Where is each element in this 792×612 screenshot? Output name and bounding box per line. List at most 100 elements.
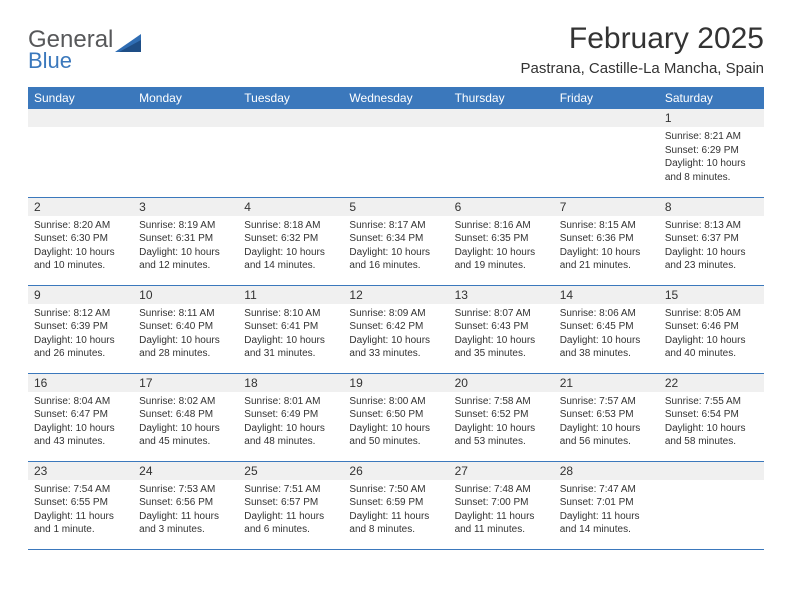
daylight-text: Daylight: 10 hours and 43 minutes. <box>34 422 127 449</box>
calendar-cell: 24Sunrise: 7:53 AMSunset: 6:56 PMDayligh… <box>133 461 238 549</box>
day-number <box>28 109 133 127</box>
day-number: 19 <box>343 374 448 392</box>
daylight-text: Daylight: 11 hours and 14 minutes. <box>560 510 653 537</box>
daylight-text: Daylight: 10 hours and 45 minutes. <box>139 422 232 449</box>
daylight-text: Daylight: 10 hours and 26 minutes. <box>34 334 127 361</box>
weekday-header: Monday <box>133 87 238 109</box>
weekday-header: Sunday <box>28 87 133 109</box>
sunset-text: Sunset: 6:49 PM <box>244 408 337 422</box>
calendar-cell: 1Sunrise: 8:21 AMSunset: 6:29 PMDaylight… <box>659 109 764 197</box>
cell-details: Sunrise: 7:51 AMSunset: 6:57 PMDaylight:… <box>238 480 343 541</box>
calendar-cell: 9Sunrise: 8:12 AMSunset: 6:39 PMDaylight… <box>28 285 133 373</box>
sunrise-text: Sunrise: 8:11 AM <box>139 307 232 321</box>
sunset-text: Sunset: 6:41 PM <box>244 320 337 334</box>
sunset-text: Sunset: 6:35 PM <box>455 232 548 246</box>
day-number: 6 <box>449 198 554 216</box>
calendar-cell: 2Sunrise: 8:20 AMSunset: 6:30 PMDaylight… <box>28 197 133 285</box>
calendar-cell: 25Sunrise: 7:51 AMSunset: 6:57 PMDayligh… <box>238 461 343 549</box>
calendar-cell: 12Sunrise: 8:09 AMSunset: 6:42 PMDayligh… <box>343 285 448 373</box>
daylight-text: Daylight: 10 hours and 28 minutes. <box>139 334 232 361</box>
day-number: 8 <box>659 198 764 216</box>
daylight-text: Daylight: 11 hours and 11 minutes. <box>455 510 548 537</box>
daylight-text: Daylight: 10 hours and 33 minutes. <box>349 334 442 361</box>
cell-details: Sunrise: 8:04 AMSunset: 6:47 PMDaylight:… <box>28 392 133 453</box>
sunset-text: Sunset: 6:43 PM <box>455 320 548 334</box>
sunrise-text: Sunrise: 7:50 AM <box>349 483 442 497</box>
day-number: 2 <box>28 198 133 216</box>
sunrise-text: Sunrise: 8:01 AM <box>244 395 337 409</box>
calendar-cell: 14Sunrise: 8:06 AMSunset: 6:45 PMDayligh… <box>554 285 659 373</box>
sunset-text: Sunset: 6:45 PM <box>560 320 653 334</box>
calendar-row: 2Sunrise: 8:20 AMSunset: 6:30 PMDaylight… <box>28 197 764 285</box>
calendar-cell: 6Sunrise: 8:16 AMSunset: 6:35 PMDaylight… <box>449 197 554 285</box>
cell-details: Sunrise: 7:48 AMSunset: 7:00 PMDaylight:… <box>449 480 554 541</box>
cell-details: Sunrise: 7:53 AMSunset: 6:56 PMDaylight:… <box>133 480 238 541</box>
daylight-text: Daylight: 10 hours and 23 minutes. <box>665 246 758 273</box>
cell-details: Sunrise: 8:15 AMSunset: 6:36 PMDaylight:… <box>554 216 659 277</box>
sunrise-text: Sunrise: 7:54 AM <box>34 483 127 497</box>
sunrise-text: Sunrise: 7:48 AM <box>455 483 548 497</box>
day-number: 15 <box>659 286 764 304</box>
sunset-text: Sunset: 6:37 PM <box>665 232 758 246</box>
logo-mark-icon <box>115 30 145 54</box>
cell-details: Sunrise: 8:21 AMSunset: 6:29 PMDaylight:… <box>659 127 764 188</box>
calendar-cell: 20Sunrise: 7:58 AMSunset: 6:52 PMDayligh… <box>449 373 554 461</box>
sunrise-text: Sunrise: 7:57 AM <box>560 395 653 409</box>
sunset-text: Sunset: 6:50 PM <box>349 408 442 422</box>
day-number <box>554 109 659 127</box>
sunrise-text: Sunrise: 8:05 AM <box>665 307 758 321</box>
day-number <box>449 109 554 127</box>
sunrise-text: Sunrise: 7:47 AM <box>560 483 653 497</box>
day-number: 9 <box>28 286 133 304</box>
sunrise-text: Sunrise: 8:06 AM <box>560 307 653 321</box>
month-title: February 2025 <box>521 22 764 56</box>
sunrise-text: Sunrise: 8:07 AM <box>455 307 548 321</box>
day-number: 4 <box>238 198 343 216</box>
day-number: 10 <box>133 286 238 304</box>
calendar-cell <box>133 109 238 197</box>
daylight-text: Daylight: 10 hours and 40 minutes. <box>665 334 758 361</box>
sunrise-text: Sunrise: 8:09 AM <box>349 307 442 321</box>
day-number: 18 <box>238 374 343 392</box>
sunset-text: Sunset: 6:29 PM <box>665 144 758 158</box>
sunrise-text: Sunrise: 7:51 AM <box>244 483 337 497</box>
cell-details: Sunrise: 8:06 AMSunset: 6:45 PMDaylight:… <box>554 304 659 365</box>
sunrise-text: Sunrise: 7:53 AM <box>139 483 232 497</box>
sunrise-text: Sunrise: 8:20 AM <box>34 219 127 233</box>
day-number: 7 <box>554 198 659 216</box>
cell-details: Sunrise: 8:12 AMSunset: 6:39 PMDaylight:… <box>28 304 133 365</box>
day-number <box>343 109 448 127</box>
cell-details: Sunrise: 7:58 AMSunset: 6:52 PMDaylight:… <box>449 392 554 453</box>
calendar-cell: 10Sunrise: 8:11 AMSunset: 6:40 PMDayligh… <box>133 285 238 373</box>
cell-details: Sunrise: 8:19 AMSunset: 6:31 PMDaylight:… <box>133 216 238 277</box>
sunset-text: Sunset: 6:57 PM <box>244 496 337 510</box>
cell-details: Sunrise: 7:57 AMSunset: 6:53 PMDaylight:… <box>554 392 659 453</box>
calendar-row: 9Sunrise: 8:12 AMSunset: 6:39 PMDaylight… <box>28 285 764 373</box>
sunset-text: Sunset: 6:52 PM <box>455 408 548 422</box>
sunrise-text: Sunrise: 7:55 AM <box>665 395 758 409</box>
daylight-text: Daylight: 11 hours and 8 minutes. <box>349 510 442 537</box>
day-number: 28 <box>554 462 659 480</box>
calendar-cell: 11Sunrise: 8:10 AMSunset: 6:41 PMDayligh… <box>238 285 343 373</box>
cell-details: Sunrise: 8:07 AMSunset: 6:43 PMDaylight:… <box>449 304 554 365</box>
day-number: 20 <box>449 374 554 392</box>
daylight-text: Daylight: 10 hours and 14 minutes. <box>244 246 337 273</box>
daylight-text: Daylight: 11 hours and 1 minute. <box>34 510 127 537</box>
day-number: 16 <box>28 374 133 392</box>
weekday-header: Saturday <box>659 87 764 109</box>
calendar-cell: 27Sunrise: 7:48 AMSunset: 7:00 PMDayligh… <box>449 461 554 549</box>
day-number: 21 <box>554 374 659 392</box>
cell-details: Sunrise: 8:09 AMSunset: 6:42 PMDaylight:… <box>343 304 448 365</box>
sunrise-text: Sunrise: 8:12 AM <box>34 307 127 321</box>
day-number <box>659 462 764 480</box>
calendar-cell: 3Sunrise: 8:19 AMSunset: 6:31 PMDaylight… <box>133 197 238 285</box>
calendar-cell: 18 Sunrise: 8:01 AMSunset: 6:49 PMDayligh… <box>238 373 343 461</box>
calendar-table: Sunday Monday Tuesday Wednesday Thursday… <box>28 87 764 550</box>
calendar-body: 1Sunrise: 8:21 AMSunset: 6:29 PMDaylight… <box>28 109 764 549</box>
weekday-header: Thursday <box>449 87 554 109</box>
sunrise-text: Sunrise: 8:04 AM <box>34 395 127 409</box>
weekday-header: Tuesday <box>238 87 343 109</box>
daylight-text: Daylight: 10 hours and 48 minutes. <box>244 422 337 449</box>
calendar-cell: 23Sunrise: 7:54 AMSunset: 6:55 PMDayligh… <box>28 461 133 549</box>
sunrise-text: Sunrise: 8:13 AM <box>665 219 758 233</box>
